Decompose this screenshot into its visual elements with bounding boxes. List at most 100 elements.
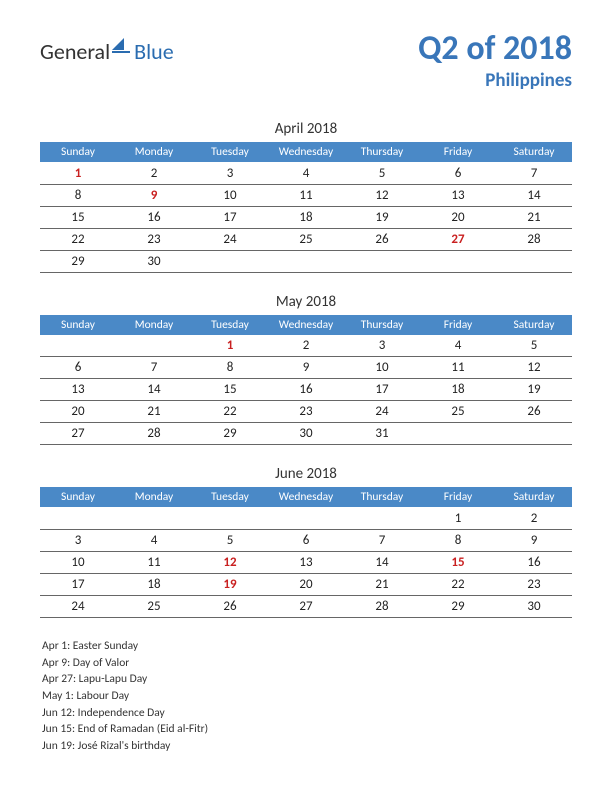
calendar-cell: 4	[268, 162, 344, 184]
calendar-cell: 30	[268, 423, 344, 445]
month-title: June 2018	[40, 465, 572, 483]
calendar-cell: 15	[192, 379, 268, 401]
day-header: Friday	[420, 487, 496, 507]
calendar-cell: 31	[344, 423, 420, 445]
month-title: April 2018	[40, 120, 572, 138]
calendar-cell: 3	[344, 335, 420, 357]
day-header: Tuesday	[192, 142, 268, 162]
holiday-entry: May 1: Labour Day	[42, 688, 572, 705]
calendar-month: April 2018SundayMondayTuesdayWednesdayTh…	[40, 120, 572, 273]
day-header: Monday	[116, 315, 192, 335]
calendar-cell: 12	[344, 184, 420, 206]
calendar-cell: 23	[116, 228, 192, 250]
month-title: May 2018	[40, 293, 572, 311]
logo-text-general: General	[40, 38, 110, 65]
calendar-table: SundayMondayTuesdayWednesdayThursdayFrid…	[40, 487, 572, 618]
calendar-cell: 2	[496, 507, 572, 529]
calendar-cell: 19	[344, 206, 420, 228]
day-header: Monday	[116, 487, 192, 507]
calendar-cell: 16	[116, 206, 192, 228]
day-header: Saturday	[496, 142, 572, 162]
calendar-cell: 9	[116, 184, 192, 206]
day-header: Tuesday	[192, 315, 268, 335]
calendar-month: May 2018 SundayMondayTuesdayWednesdayThur…	[40, 293, 572, 446]
day-header: Tuesday	[192, 487, 268, 507]
calendar-cell: 22	[40, 228, 116, 250]
calendar-cell: 2	[268, 335, 344, 357]
calendar-cell: 13	[268, 551, 344, 573]
logo-text-blue: Blue	[134, 38, 174, 65]
calendar-cell: 8	[420, 529, 496, 551]
holiday-entry: Jun 19: José Rizal's birthday	[42, 738, 572, 755]
calendar-cell: 8	[40, 184, 116, 206]
calendar-cell: 21	[116, 401, 192, 423]
calendar-cell: 22	[420, 573, 496, 595]
calendar-table: SundayMondayTuesdayWednesdayThursdayFrid…	[40, 315, 572, 446]
calendar-cell	[40, 507, 116, 529]
calendar-cell: 11	[116, 551, 192, 573]
calendar-cell: 27	[420, 228, 496, 250]
calendar-cell: 30	[496, 595, 572, 617]
logo-sail-icon	[110, 36, 132, 54]
calendar-cell	[116, 507, 192, 529]
calendar-cell: 29	[40, 250, 116, 272]
day-header: Sunday	[40, 142, 116, 162]
day-header: Sunday	[40, 315, 116, 335]
calendar-cell: 12	[192, 551, 268, 573]
calendar-cell: 24	[344, 401, 420, 423]
calendar-cell: 4	[116, 529, 192, 551]
calendar-cell: 14	[116, 379, 192, 401]
calendar-cell: 14	[344, 551, 420, 573]
holiday-entry: Jun 12: Independence Day	[42, 705, 572, 722]
calendar-cell: 2	[116, 162, 192, 184]
page-header: General Blue Q2 of 2018 Philippines	[40, 30, 572, 92]
calendar-cell: 23	[496, 573, 572, 595]
calendar-cell: 7	[344, 529, 420, 551]
calendar-cell: 27	[268, 595, 344, 617]
country-name: Philippines	[418, 69, 572, 92]
calendar-cell	[192, 507, 268, 529]
calendar-cell: 21	[344, 573, 420, 595]
day-header: Wednesday	[268, 315, 344, 335]
calendar-cell: 28	[496, 228, 572, 250]
calendar-cell: 1	[40, 162, 116, 184]
calendar-cell	[268, 250, 344, 272]
calendar-cell: 9	[268, 357, 344, 379]
calendar-cell: 3	[192, 162, 268, 184]
calendar-cell: 1	[420, 507, 496, 529]
day-header: Friday	[420, 315, 496, 335]
holidays-list: Apr 1: Easter SundayApr 9: Day of ValorA…	[40, 638, 572, 755]
calendar-cell: 27	[40, 423, 116, 445]
holiday-entry: Apr 9: Day of Valor	[42, 655, 572, 672]
calendar-cell: 6	[268, 529, 344, 551]
calendar-cell: 26	[192, 595, 268, 617]
calendar-cell	[496, 250, 572, 272]
title-block: Q2 of 2018 Philippines	[418, 30, 572, 92]
calendar-cell: 12	[496, 357, 572, 379]
day-header: Thursday	[344, 487, 420, 507]
calendar-cell: 29	[192, 423, 268, 445]
calendar-cell: 11	[420, 357, 496, 379]
calendar-cell: 17	[344, 379, 420, 401]
calendar-cell: 28	[116, 423, 192, 445]
calendar-cell	[192, 250, 268, 272]
calendar-cell: 24	[192, 228, 268, 250]
calendar-cell: 8	[192, 357, 268, 379]
calendar-cell	[420, 250, 496, 272]
calendar-cell: 19	[496, 379, 572, 401]
calendar-cell	[268, 507, 344, 529]
calendar-cell: 10	[344, 357, 420, 379]
calendar-cell: 26	[496, 401, 572, 423]
calendar-cell: 1	[192, 335, 268, 357]
calendar-cell: 17	[40, 573, 116, 595]
calendar-cell: 14	[496, 184, 572, 206]
calendar-cell	[496, 423, 572, 445]
day-header: Friday	[420, 142, 496, 162]
calendar-cell: 15	[40, 206, 116, 228]
calendar-cell: 25	[116, 595, 192, 617]
day-header: Wednesday	[268, 487, 344, 507]
calendar-cell: 3	[40, 529, 116, 551]
calendar-cell	[116, 335, 192, 357]
holiday-entry: Apr 1: Easter Sunday	[42, 638, 572, 655]
day-header: Saturday	[496, 315, 572, 335]
